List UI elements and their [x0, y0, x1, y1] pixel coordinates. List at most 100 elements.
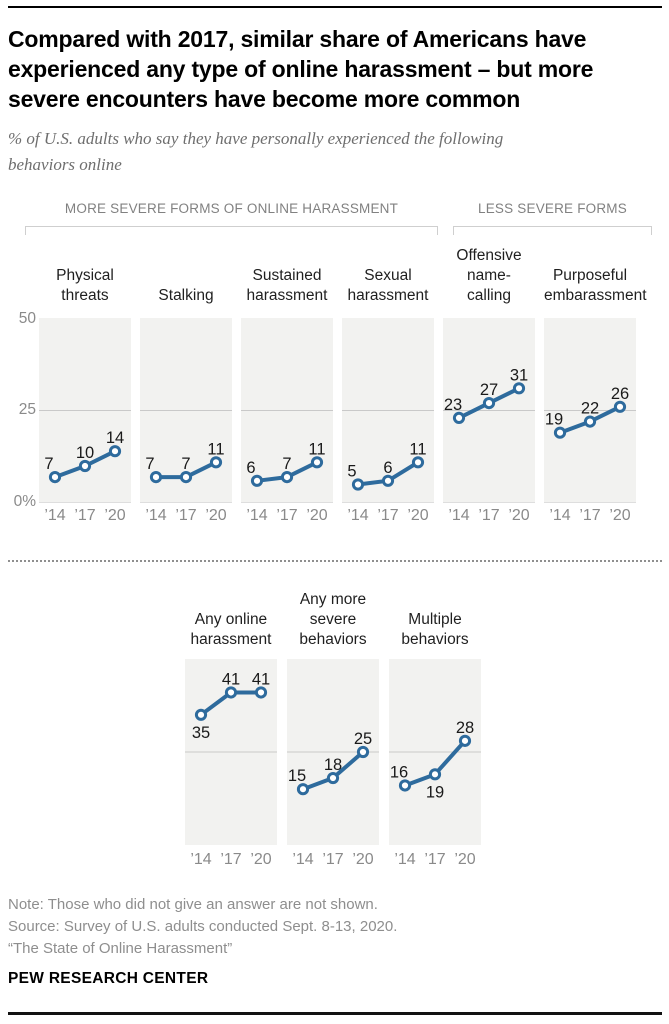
panel-title-line: threats	[61, 287, 109, 304]
panel-title-line: harassment	[246, 287, 328, 304]
data-label: 11	[409, 440, 426, 458]
chart-subtitle-line: % of U.S. adults who say they have perso…	[8, 129, 504, 148]
line-chart-physical-threats: 7 10 14	[39, 410, 131, 503]
x-tick: ’17	[377, 507, 399, 524]
x-tick: ’14	[347, 507, 369, 524]
group-label-more-severe: MORE SEVERE FORMS OF ONLINE HARASSMENT	[64, 201, 399, 216]
report-title: “The State of Online Harassment”	[8, 940, 233, 957]
data-label: 11	[308, 440, 325, 458]
x-tick: ’14	[448, 507, 470, 524]
row2-x-axis: ’14 ’17 ’20 ’14 ’17 ’20 ’14 ’17 ’20	[185, 851, 481, 871]
panel-title-line: Sexual	[364, 267, 412, 284]
panel-multiple-behaviors: 16 19 28	[389, 659, 481, 845]
data-label: 26	[611, 385, 629, 403]
chart-title: Compared with 2017, similar share of Ame…	[8, 24, 663, 114]
x-tick: ’17	[175, 507, 197, 524]
panel-title-physical-threats: Physical threats	[39, 266, 131, 306]
x-axis-ticks-sustained-harassment: ’14 ’17 ’20	[241, 507, 333, 527]
x-axis-ticks-any-more-severe-behaviors: ’14 ’17 ’20	[287, 851, 379, 871]
footnote: Note: Those who did not give an answer a…	[8, 896, 378, 913]
panel-title-stalking: Stalking	[140, 286, 232, 306]
chart-title-line: experienced any type of online harassmen…	[8, 56, 594, 82]
row2-panels: 35 41 41 15 18 25 16 19 28	[185, 659, 481, 845]
panel-title-purposeful-embarassment: Purposeful embarassment	[544, 266, 647, 306]
line-chart-sexual-harassment: 5 6 11	[342, 410, 434, 503]
data-label: 10	[76, 444, 94, 462]
x-tick: ’14	[549, 507, 571, 524]
x-axis-ticks-purposeful-embarassment: ’14 ’17 ’20	[544, 507, 636, 527]
group-bracket-less-severe	[453, 226, 652, 235]
data-label: 6	[246, 459, 255, 477]
panel-title-line: name-	[467, 267, 511, 284]
data-label: 22	[581, 400, 599, 418]
line-chart-purposeful-embarassment: 19 22 26	[544, 385, 636, 503]
data-label: 7	[181, 455, 190, 473]
panel-title-line: Any online	[194, 611, 268, 628]
row1-x-axis: ’14’17’20’14’17’20’14’17’20’14’17’20’14’…	[39, 507, 636, 527]
row2-panel-titles: Any online harassment Any more severe behavi…	[185, 584, 481, 650]
x-tick: ’20	[306, 507, 328, 524]
data-label: 5	[347, 463, 356, 481]
x-tick: ’20	[407, 507, 429, 524]
x-tick: ’20	[508, 507, 530, 524]
panel-title-line: Purposeful	[552, 267, 628, 284]
panel-purposeful-embarassment: 19 22 26	[544, 318, 636, 503]
top-rule	[8, 6, 662, 8]
panel-title-line: calling	[467, 287, 511, 304]
panel-title-any-more-severe-behaviors: Any more severe behaviors	[287, 590, 379, 650]
row1-panels: 7 10 14 7 7 11 6 7 11 5 6 11 23 27 31 19 22 26	[39, 318, 636, 503]
data-label: 41	[252, 670, 270, 688]
x-tick: ’17	[322, 851, 344, 868]
x-tick: ’20	[609, 507, 631, 524]
data-label: 31	[510, 366, 528, 384]
data-label: 25	[354, 730, 372, 748]
x-tick: ’20	[352, 851, 374, 868]
panel-any-online-harassment: 35 41 41	[185, 659, 277, 845]
data-label: 18	[324, 756, 342, 774]
data-label: 19	[426, 783, 444, 801]
panel-sexual-harassment: 5 6 11	[342, 318, 434, 503]
line-chart-any-online-harassment: 35 41 41	[185, 670, 277, 753]
bottom-rule	[8, 1012, 662, 1015]
x-tick: ’14	[44, 507, 66, 524]
group-label-less-severe: LESS SEVERE FORMS	[478, 201, 627, 216]
data-label: 28	[456, 719, 474, 737]
x-axis-ticks-sexual-harassment: ’14 ’17 ’20	[342, 507, 434, 527]
panel-title-line: Sustained	[252, 267, 322, 284]
panel-title-line: harassment	[190, 631, 272, 648]
x-tick: ’17	[276, 507, 298, 524]
panel-title-line: Offensive	[456, 247, 522, 264]
panel-title-line: embarassment	[544, 287, 647, 304]
source-line: Source: Survey of U.S. adults conducted …	[8, 918, 398, 935]
data-label: 27	[480, 381, 498, 399]
x-tick: ’17	[478, 507, 500, 524]
line-chart-sustained-harassment: 6 7 11	[241, 410, 333, 503]
pew-research-center-wordmark: PEW RESEARCH CENTER	[8, 970, 209, 987]
x-axis-ticks-any-online-harassment: ’14 ’17 ’20	[185, 851, 277, 871]
line-chart-any-more-severe-behaviors: 15 18 25	[287, 730, 379, 796]
x-tick: ’20	[250, 851, 272, 868]
panel-title-sustained-harassment: Sustained harassment	[241, 266, 333, 306]
panel-title-line: Multiple	[408, 611, 462, 628]
x-axis-ticks-offensive-name-calling: ’14 ’17 ’20	[443, 507, 535, 527]
x-tick: ’20	[104, 507, 126, 524]
x-tick: ’14	[394, 851, 416, 868]
panel-physical-threats: 7 10 14	[39, 318, 131, 503]
x-axis-ticks-physical-threats: ’14 ’17 ’20	[39, 507, 131, 527]
data-label: 7	[282, 455, 291, 473]
panel-title-any-online-harassment: Any online harassment	[185, 610, 277, 650]
group-bracket-more-severe	[25, 226, 438, 235]
data-label: 15	[288, 767, 306, 785]
data-label: 6	[383, 459, 392, 477]
panel-sustained-harassment: 6 7 11	[241, 318, 333, 503]
panel-any-more-severe-behaviors: 15 18 25	[287, 659, 379, 845]
x-axis-ticks-multiple-behaviors: ’14 ’17 ’20	[389, 851, 481, 871]
panel-title-line: behaviors	[401, 631, 469, 648]
x-tick: ’17	[579, 507, 601, 524]
x-tick: ’14	[292, 851, 314, 868]
panel-title-line: Physical	[56, 267, 114, 284]
data-label: 41	[222, 670, 240, 688]
data-label: 23	[444, 396, 462, 414]
x-tick: ’14	[190, 851, 212, 868]
